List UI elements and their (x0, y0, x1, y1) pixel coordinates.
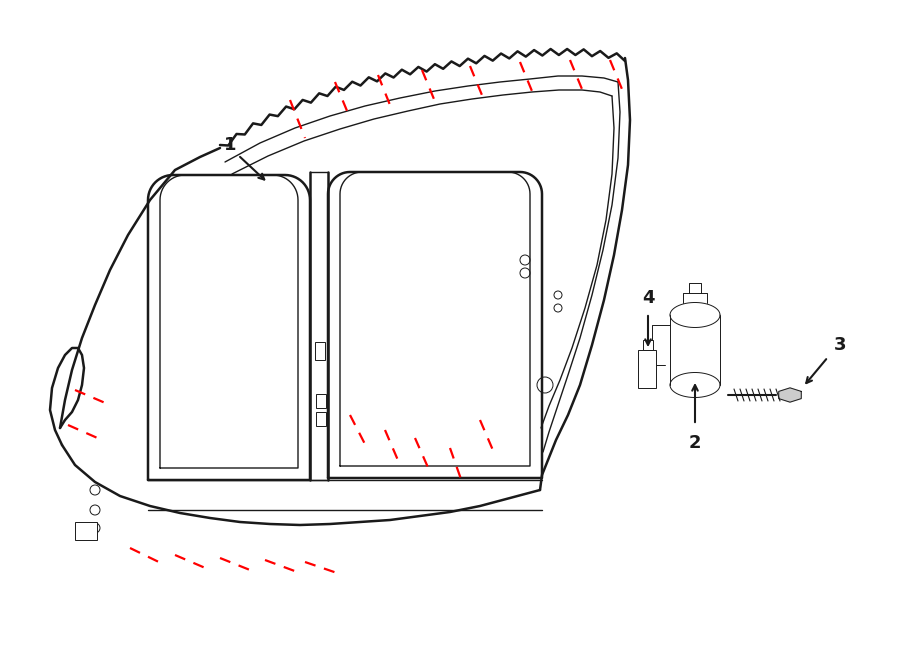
FancyBboxPatch shape (643, 340, 653, 350)
FancyBboxPatch shape (75, 522, 97, 540)
FancyBboxPatch shape (638, 350, 656, 388)
FancyBboxPatch shape (316, 412, 326, 426)
Text: 1: 1 (224, 136, 237, 154)
Text: 4: 4 (642, 289, 654, 307)
FancyBboxPatch shape (316, 394, 326, 408)
Text: 2: 2 (688, 434, 701, 452)
FancyBboxPatch shape (315, 342, 325, 360)
Polygon shape (778, 388, 801, 402)
Text: 3: 3 (833, 336, 846, 354)
